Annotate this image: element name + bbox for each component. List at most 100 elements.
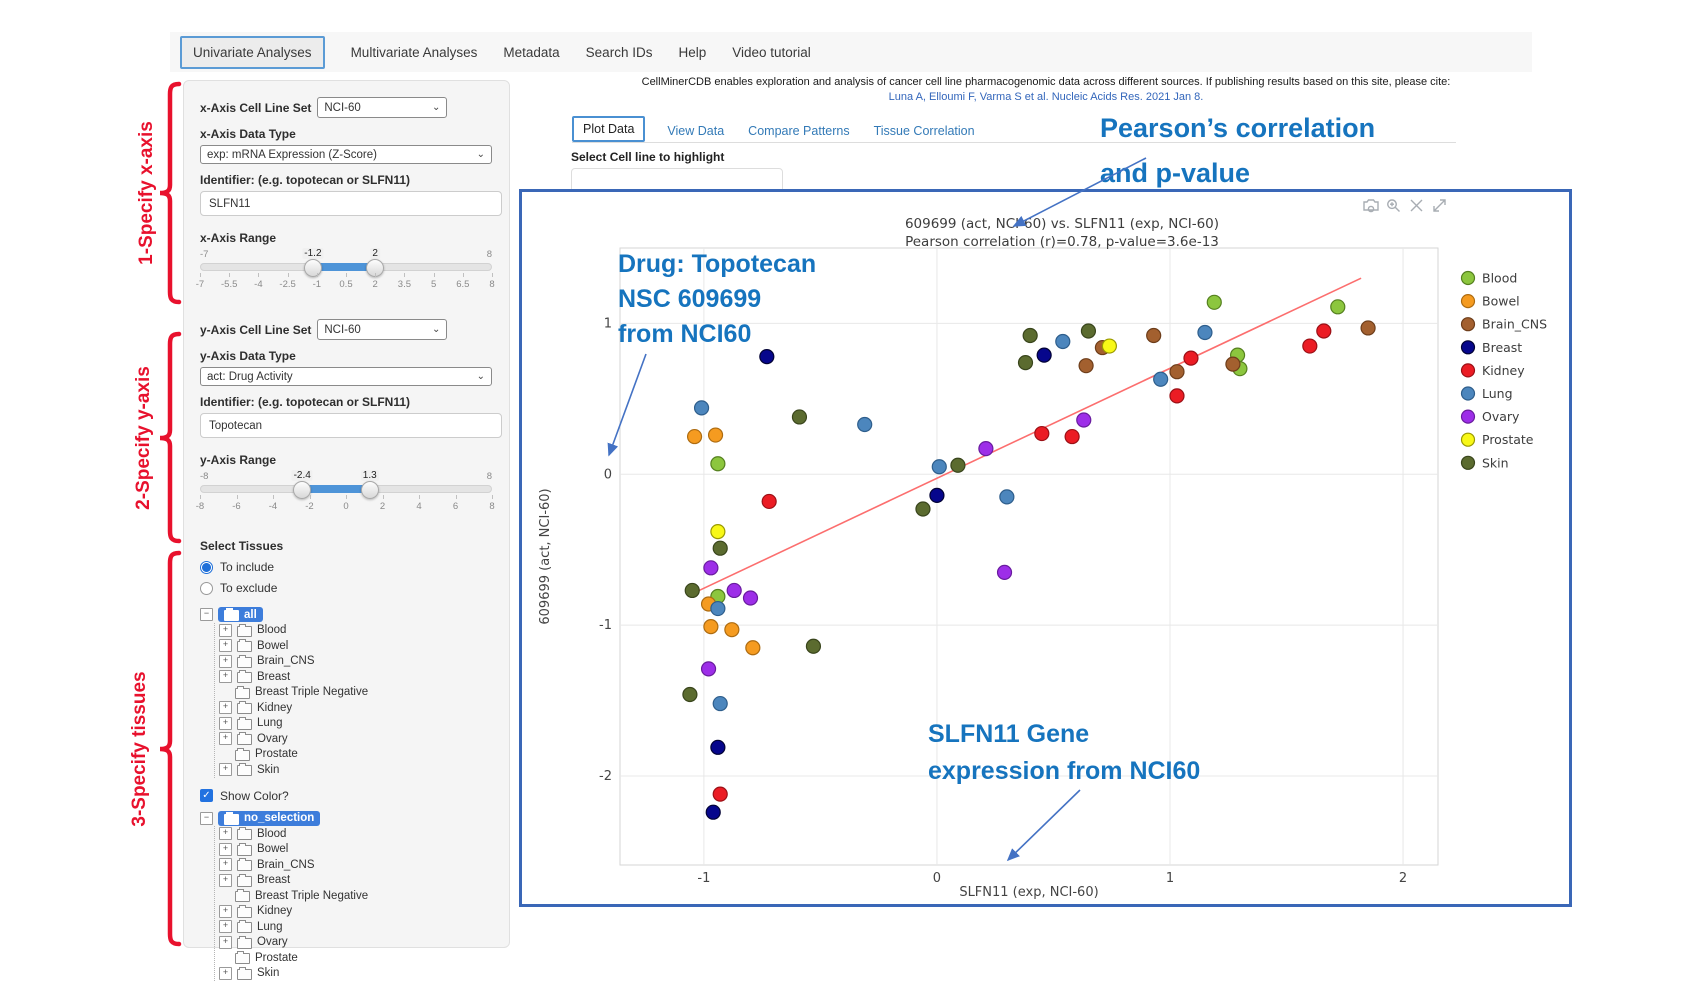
slider-handle-to[interactable] [361, 481, 379, 499]
tree-item-skin[interactable]: +Skin [219, 966, 493, 981]
collapse-icon[interactable]: − [200, 608, 213, 621]
tree-item-ovary[interactable]: +Ovary [219, 935, 493, 951]
legend-label-kidney[interactable]: Kidney [1482, 363, 1525, 378]
tissues-exclude-radio[interactable]: To exclude [200, 581, 493, 595]
point-skin [951, 458, 965, 472]
tissues-include-radio[interactable]: To include [200, 560, 493, 574]
autoscale-icon[interactable] [1434, 200, 1445, 211]
legend-marker-blood[interactable] [1462, 272, 1475, 285]
nav-item-metadata[interactable]: Metadata [503, 45, 559, 60]
y-identifier-input[interactable] [200, 413, 502, 438]
camera-icon[interactable] [1364, 200, 1378, 212]
tree-item-blood[interactable]: +Blood [219, 623, 493, 639]
expand-icon[interactable]: + [219, 967, 232, 980]
expand-icon[interactable]: + [219, 655, 232, 668]
expand-icon[interactable]: + [219, 858, 232, 871]
legend-marker-breast[interactable] [1462, 341, 1475, 354]
slider-tick [310, 495, 311, 499]
legend-label-prostate[interactable]: Prostate [1482, 432, 1534, 447]
tree-item-breast-triple-negative[interactable]: Breast Triple Negative [219, 685, 493, 701]
expand-icon[interactable]: + [219, 763, 232, 776]
slider-handle-from[interactable] [293, 481, 311, 499]
point-bowel [704, 620, 718, 634]
tree-root-no-selection[interactable]: −no_selection [200, 811, 493, 827]
zoom-in-icon[interactable] [1388, 200, 1400, 212]
nav-item-video-tutorial[interactable]: Video tutorial [732, 45, 811, 60]
tree-item-blood[interactable]: +Blood [219, 826, 493, 842]
tree-root-all[interactable]: −all [200, 607, 493, 623]
slider-tick [492, 495, 493, 499]
slider-tick-label: -2 [305, 501, 313, 512]
tree-item-brain-cns[interactable]: +Brain_CNS [219, 857, 493, 873]
x-range-slider[interactable]: -78-1.22-7-5.5-4-2.5-10.523.556.58 [200, 249, 492, 293]
tree-item-breast[interactable]: +Breast [219, 669, 493, 685]
expand-icon[interactable]: + [219, 843, 232, 856]
leaf-dash-icon [219, 890, 230, 901]
expand-icon[interactable]: + [219, 827, 232, 840]
expand-icon[interactable]: + [219, 905, 232, 918]
collapse-icon[interactable]: − [200, 812, 213, 825]
tree-item-breast-triple-negative[interactable]: Breast Triple Negative [219, 888, 493, 904]
expand-icon[interactable]: + [219, 936, 232, 949]
tree-item-bowel[interactable]: +Bowel [219, 842, 493, 858]
x-identifier-input[interactable] [200, 191, 502, 216]
point-skin [806, 639, 820, 653]
nav-item-univariate-analyses[interactable]: Univariate Analyses [180, 36, 325, 69]
tree-item-skin[interactable]: + Skin [219, 762, 493, 778]
expand-icon[interactable]: + [219, 732, 232, 745]
legend-marker-ovary[interactable] [1462, 410, 1475, 423]
expand-icon[interactable]: + [219, 639, 232, 652]
legend-label-ovary[interactable]: Ovary [1482, 409, 1520, 424]
tab-plot-data[interactable]: Plot Data [572, 116, 645, 142]
tab-tissue-correlation[interactable]: Tissue Correlation [872, 120, 977, 142]
legend-label-skin[interactable]: Skin [1482, 455, 1509, 470]
x-cell-line-set-select[interactable]: NCI-60 ⌄ [317, 97, 447, 118]
slider-handle-from[interactable] [304, 259, 322, 277]
nav-item-multivariate-analyses[interactable]: Multivariate Analyses [351, 45, 478, 60]
tree-item-kidney[interactable]: +Kidney [219, 700, 493, 716]
folder-icon [235, 750, 250, 761]
x-data-type-select[interactable]: exp: mRNA Expression (Z-Score) ⌄ [200, 145, 492, 164]
legend-marker-bowel[interactable] [1462, 295, 1475, 308]
tree-item-prostate[interactable]: Prostate [219, 747, 493, 763]
y-range-slider[interactable]: -88-2.41.3-8-6-4-202468 [200, 471, 492, 515]
legend-marker-skin[interactable] [1462, 456, 1475, 469]
nav-item-search-ids[interactable]: Search IDs [586, 45, 653, 60]
citation-link[interactable]: Luna A, Elloumi F, Varma S et al. Nuclei… [520, 91, 1572, 103]
expand-icon[interactable]: + [219, 701, 232, 714]
tree-item-brain-cns[interactable]: +Brain_CNS [219, 654, 493, 670]
legend-marker-lung[interactable] [1462, 387, 1475, 400]
tab-view-data[interactable]: View Data [665, 120, 726, 142]
y-data-type-select[interactable]: act: Drug Activity ⌄ [200, 367, 492, 386]
legend-label-lung[interactable]: Lung [1482, 386, 1513, 401]
brace-step1 [160, 84, 179, 302]
tree-item-prostate[interactable]: Prostate [219, 950, 493, 966]
tree-item-label: Skin [257, 764, 279, 776]
y-cell-line-set-select[interactable]: NCI-60 ⌄ [317, 319, 447, 340]
expand-icon[interactable]: + [219, 624, 232, 637]
tree-item-breast[interactable]: +Breast [219, 873, 493, 889]
slider-from-label: -2.4 [292, 470, 313, 481]
expand-icon[interactable]: + [219, 717, 232, 730]
tab-compare-patterns[interactable]: Compare Patterns [746, 120, 851, 142]
legend-label-breast[interactable]: Breast [1482, 340, 1522, 355]
legend-label-brain-cns[interactable]: Brain_CNS [1482, 317, 1547, 332]
pan-icon[interactable] [1411, 200, 1422, 211]
legend-marker-kidney[interactable] [1462, 364, 1475, 377]
expand-icon[interactable]: + [219, 874, 232, 887]
tree-item-lung[interactable]: +Lung [219, 919, 493, 935]
nav-item-help[interactable]: Help [678, 45, 706, 60]
tree-item-bowel[interactable]: +Bowel [219, 638, 493, 654]
slider-tick [229, 273, 230, 277]
expand-icon[interactable]: + [219, 670, 232, 683]
legend-marker-brain-cns[interactable] [1462, 318, 1475, 331]
point-skin [916, 502, 930, 516]
expand-icon[interactable]: + [219, 920, 232, 933]
legend-label-bowel[interactable]: Bowel [1482, 294, 1520, 309]
legend-marker-prostate[interactable] [1462, 433, 1475, 446]
tree-item-kidney[interactable]: +Kidney [219, 904, 493, 920]
legend-label-blood[interactable]: Blood [1482, 271, 1517, 286]
show-color-checkbox[interactable]: ✓ Show Color? [200, 789, 493, 803]
tree-item-lung[interactable]: +Lung [219, 716, 493, 732]
tree-item-ovary[interactable]: +Ovary [219, 731, 493, 747]
